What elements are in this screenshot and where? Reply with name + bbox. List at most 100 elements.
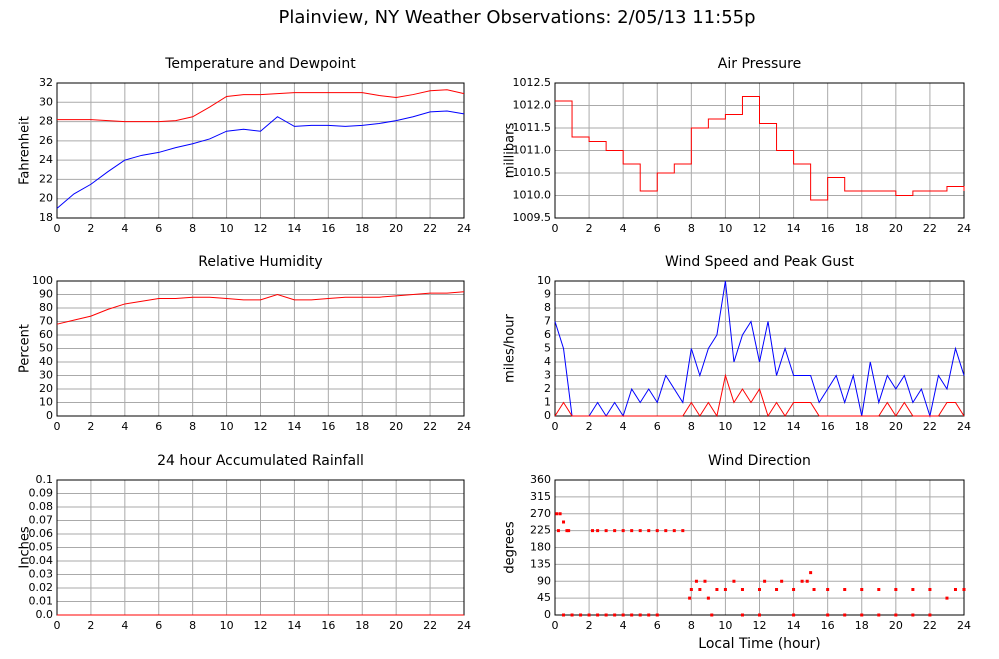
y-tick-label: 30 [39,369,53,382]
point [877,588,881,591]
x-tick-label: 22 [423,222,437,235]
x-tick-label: 24 [457,222,471,235]
x-tick-label: 16 [821,619,835,632]
x-tick-label: 2 [87,619,94,632]
y-tick-label: 22 [39,172,53,185]
x-tick-label: 0 [54,222,61,235]
point [805,579,809,583]
y-tick-label: 90 [39,288,53,301]
point [562,613,566,617]
x-tick-label: 6 [654,619,661,632]
point [579,613,583,617]
x-tick-label: 22 [923,619,937,632]
point [758,588,761,591]
point [800,579,804,583]
chart-title: 24 hour Accumulated Rainfall [157,453,364,469]
plot-frame [56,82,465,219]
y-tick-label: 50 [39,342,53,355]
y-tick-label: 4 [544,355,551,368]
point [792,588,796,591]
y-tick-label: 1010.0 [513,189,552,202]
y-tick-label: 225 [530,524,551,537]
y-tick-label: 8 [544,301,551,314]
y-tick-label: 0 [544,608,551,621]
y-tick-label: 10 [39,396,53,409]
x-axis-label: Local Time (hour) [698,636,820,652]
x-tick-label: 8 [688,420,695,433]
x-tick-label: 24 [457,420,471,433]
point [596,613,600,617]
y-tick-label: 20 [39,192,53,205]
point [630,529,634,533]
point [689,588,693,591]
x-tick-label: 20 [389,619,403,632]
x-tick-label: 14 [787,420,801,433]
y-axis-label: Fahrenheit [18,116,33,185]
x-tick-label: 4 [121,420,128,433]
point [763,579,767,583]
y-tick-label: 9 [544,288,551,301]
x-tick-label: 18 [855,222,869,235]
point [758,613,761,617]
x-tick-label: 14 [787,222,801,235]
x-tick-label: 20 [889,619,903,632]
x-tick-label: 22 [923,222,937,235]
y-tick-label: 180 [530,541,551,554]
x-tick-label: 16 [821,420,835,433]
point [688,596,692,600]
page-title: Plainview, NY Weather Observations: 2/05… [278,7,755,28]
point [703,579,707,583]
y-tick-label: 270 [530,507,551,520]
point [621,613,625,617]
y-tick-label: 32 [39,76,53,89]
point [638,613,642,617]
plot-frame [56,280,465,417]
x-tick-label: 16 [321,619,335,632]
y-tick-label: 6 [544,328,551,341]
point [962,588,966,591]
point [596,529,600,533]
x-tick-label: 12 [254,420,268,433]
x-tick-label: 12 [753,222,767,235]
y-tick-label: 70 [39,315,53,328]
point [621,529,625,533]
x-tick-label: 4 [620,619,627,632]
point [928,588,932,591]
x-tick-label: 0 [552,222,559,235]
point [590,529,594,533]
series-line [56,110,465,209]
x-tick-label: 18 [855,420,869,433]
chart-title: Air Pressure [718,56,801,72]
y-tick-label: 315 [530,490,551,503]
point [565,529,569,533]
chart-title: Temperature and Dewpoint [164,56,356,72]
y-tick-label: 0.07 [29,514,54,527]
y-axis-label: Percent [18,324,33,373]
y-tick-label: 3 [544,369,551,382]
x-tick-label: 24 [957,420,971,433]
point [928,613,932,617]
point [570,613,574,617]
y-tick-label: 60 [39,328,53,341]
x-tick-label: 4 [620,222,627,235]
y-tick-label: 0.03 [29,568,54,581]
x-tick-label: 0 [54,420,61,433]
point [911,613,915,617]
point [780,579,784,583]
x-tick-label: 0 [552,619,559,632]
series-line [57,89,465,123]
x-tick-label: 6 [155,420,162,433]
x-tick-label: 10 [220,420,234,433]
y-tick-label: 100 [32,274,53,287]
chart-title: Wind Speed and Peak Gust [665,254,854,270]
point [715,588,719,591]
x-tick-label: 22 [423,420,437,433]
y-tick-label: 26 [39,134,53,147]
x-tick-label: 8 [688,222,695,235]
x-tick-label: 2 [87,420,94,433]
x-tick-label: 20 [889,420,903,433]
y-tick-label: 2 [544,382,551,395]
point [681,529,685,533]
y-tick-label: 0.01 [29,595,54,608]
